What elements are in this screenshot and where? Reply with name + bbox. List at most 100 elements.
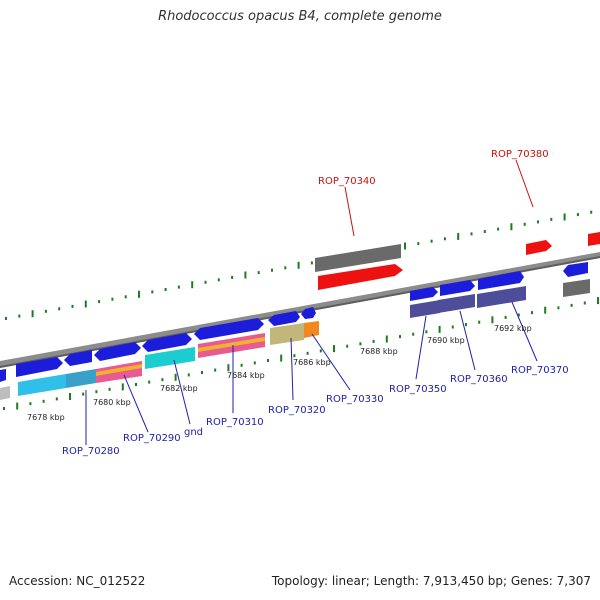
- minor-tick: [293, 354, 296, 358]
- major-tick: [280, 354, 283, 362]
- gene-arrow[interactable]: [301, 307, 316, 319]
- pseudo-gene-block[interactable]: [315, 244, 401, 272]
- major-tick: [385, 335, 388, 343]
- major-tick: [244, 271, 247, 279]
- major-tick: [69, 393, 71, 400]
- gene-arrow[interactable]: [410, 287, 438, 301]
- major-tick: [438, 325, 441, 333]
- gene-label[interactable]: ROP_70360: [450, 374, 508, 385]
- major-tick: [563, 213, 566, 221]
- feature-row-above: [315, 232, 600, 290]
- feature-block[interactable]: [0, 386, 10, 400]
- feature-block[interactable]: [145, 347, 195, 369]
- scale-label: 7692 kbp: [494, 324, 532, 333]
- minor-tick: [82, 392, 85, 396]
- minor-tick: [42, 399, 45, 403]
- minor-tick: [504, 315, 507, 319]
- minor-tick: [231, 275, 234, 279]
- minor-tick: [95, 390, 98, 394]
- major-tick: [191, 281, 194, 289]
- gene-label[interactable]: ROP_70290: [123, 433, 181, 444]
- minor-tick: [108, 387, 111, 391]
- minor-tick: [71, 304, 74, 308]
- major-tick: [404, 242, 406, 250]
- minor-tick: [531, 311, 533, 315]
- feature-block[interactable]: [304, 321, 319, 338]
- gene-label[interactable]: ROP_70280: [62, 446, 120, 457]
- minor-tick: [576, 213, 579, 217]
- major-tick: [31, 310, 34, 318]
- minor-tick: [187, 373, 190, 377]
- gene-arrow[interactable]: [440, 280, 475, 296]
- upper-tick-row: [5, 210, 593, 320]
- gene-arrow[interactable]: [64, 350, 92, 366]
- gene-arrow[interactable]: [94, 342, 141, 361]
- minor-tick: [451, 325, 454, 329]
- minor-tick: [271, 268, 273, 272]
- gene-arrow[interactable]: [194, 318, 264, 340]
- gene-arrow[interactable]: [142, 333, 192, 352]
- gene-arrow[interactable]: [478, 271, 524, 290]
- gene-arrow[interactable]: [16, 357, 63, 377]
- minor-tick: [465, 323, 467, 327]
- minor-tick: [217, 278, 220, 282]
- minor-tick: [346, 344, 349, 348]
- minor-tick: [29, 402, 32, 406]
- gene-label[interactable]: ROP_70310: [206, 417, 264, 428]
- minor-tick: [284, 266, 287, 270]
- gene-label[interactable]: ROP_70350: [389, 384, 447, 395]
- minor-tick: [3, 407, 5, 410]
- minor-tick: [253, 361, 256, 365]
- gene-label[interactable]: ROP_70340: [318, 176, 376, 187]
- minor-tick: [161, 378, 164, 382]
- minor-tick: [204, 280, 207, 284]
- minor-tick: [399, 335, 401, 339]
- minor-tick: [55, 397, 58, 401]
- leader-line: [311, 333, 351, 391]
- gene-label[interactable]: ROP_70320: [268, 405, 326, 416]
- feature-block[interactable]: [66, 369, 96, 388]
- gene-labels: ROP_70280ROP_70290gndROP_70310ROP_70320R…: [62, 149, 569, 457]
- minor-tick: [306, 351, 309, 355]
- minor-tick: [58, 307, 61, 311]
- gene-arrow[interactable]: [0, 369, 6, 382]
- leader-line: [459, 310, 476, 371]
- rrna-arrow[interactable]: [588, 232, 600, 246]
- feature-block[interactable]: [477, 286, 526, 308]
- gene-label[interactable]: ROP_70380: [491, 149, 549, 160]
- gene-arrow[interactable]: [268, 311, 300, 326]
- feature-block[interactable]: [563, 279, 590, 297]
- feature-block[interactable]: [18, 374, 66, 396]
- major-tick: [491, 316, 494, 324]
- gene-label[interactable]: ROP_70370: [511, 365, 569, 376]
- rrna-arrow[interactable]: [526, 240, 552, 255]
- minor-tick: [537, 220, 539, 224]
- gene-arrow[interactable]: [563, 262, 588, 277]
- minor-tick: [523, 222, 526, 226]
- minor-tick: [319, 349, 322, 353]
- scale-label: 7688 kbp: [360, 347, 398, 356]
- feature-block[interactable]: [438, 294, 475, 313]
- minor-tick: [570, 303, 573, 307]
- leader-line: [511, 301, 538, 362]
- minor-tick: [583, 301, 586, 305]
- minor-tick: [417, 242, 420, 246]
- gene-label[interactable]: gnd: [184, 427, 203, 438]
- major-tick: [227, 364, 230, 372]
- feature-stripe: [198, 337, 265, 352]
- minor-tick: [372, 339, 375, 343]
- leader-line: [515, 159, 534, 208]
- minor-tick: [550, 217, 553, 221]
- major-tick: [121, 383, 124, 391]
- gene-label[interactable]: ROP_70330: [326, 394, 384, 405]
- minor-tick: [44, 309, 47, 313]
- major-tick: [457, 232, 460, 240]
- rrna-arrow[interactable]: [318, 264, 403, 290]
- scale-label: 7678 kbp: [27, 413, 65, 422]
- major-tick: [333, 345, 335, 353]
- feature-block[interactable]: [410, 300, 440, 318]
- minor-tick: [430, 239, 433, 243]
- feature-block[interactable]: [270, 323, 304, 345]
